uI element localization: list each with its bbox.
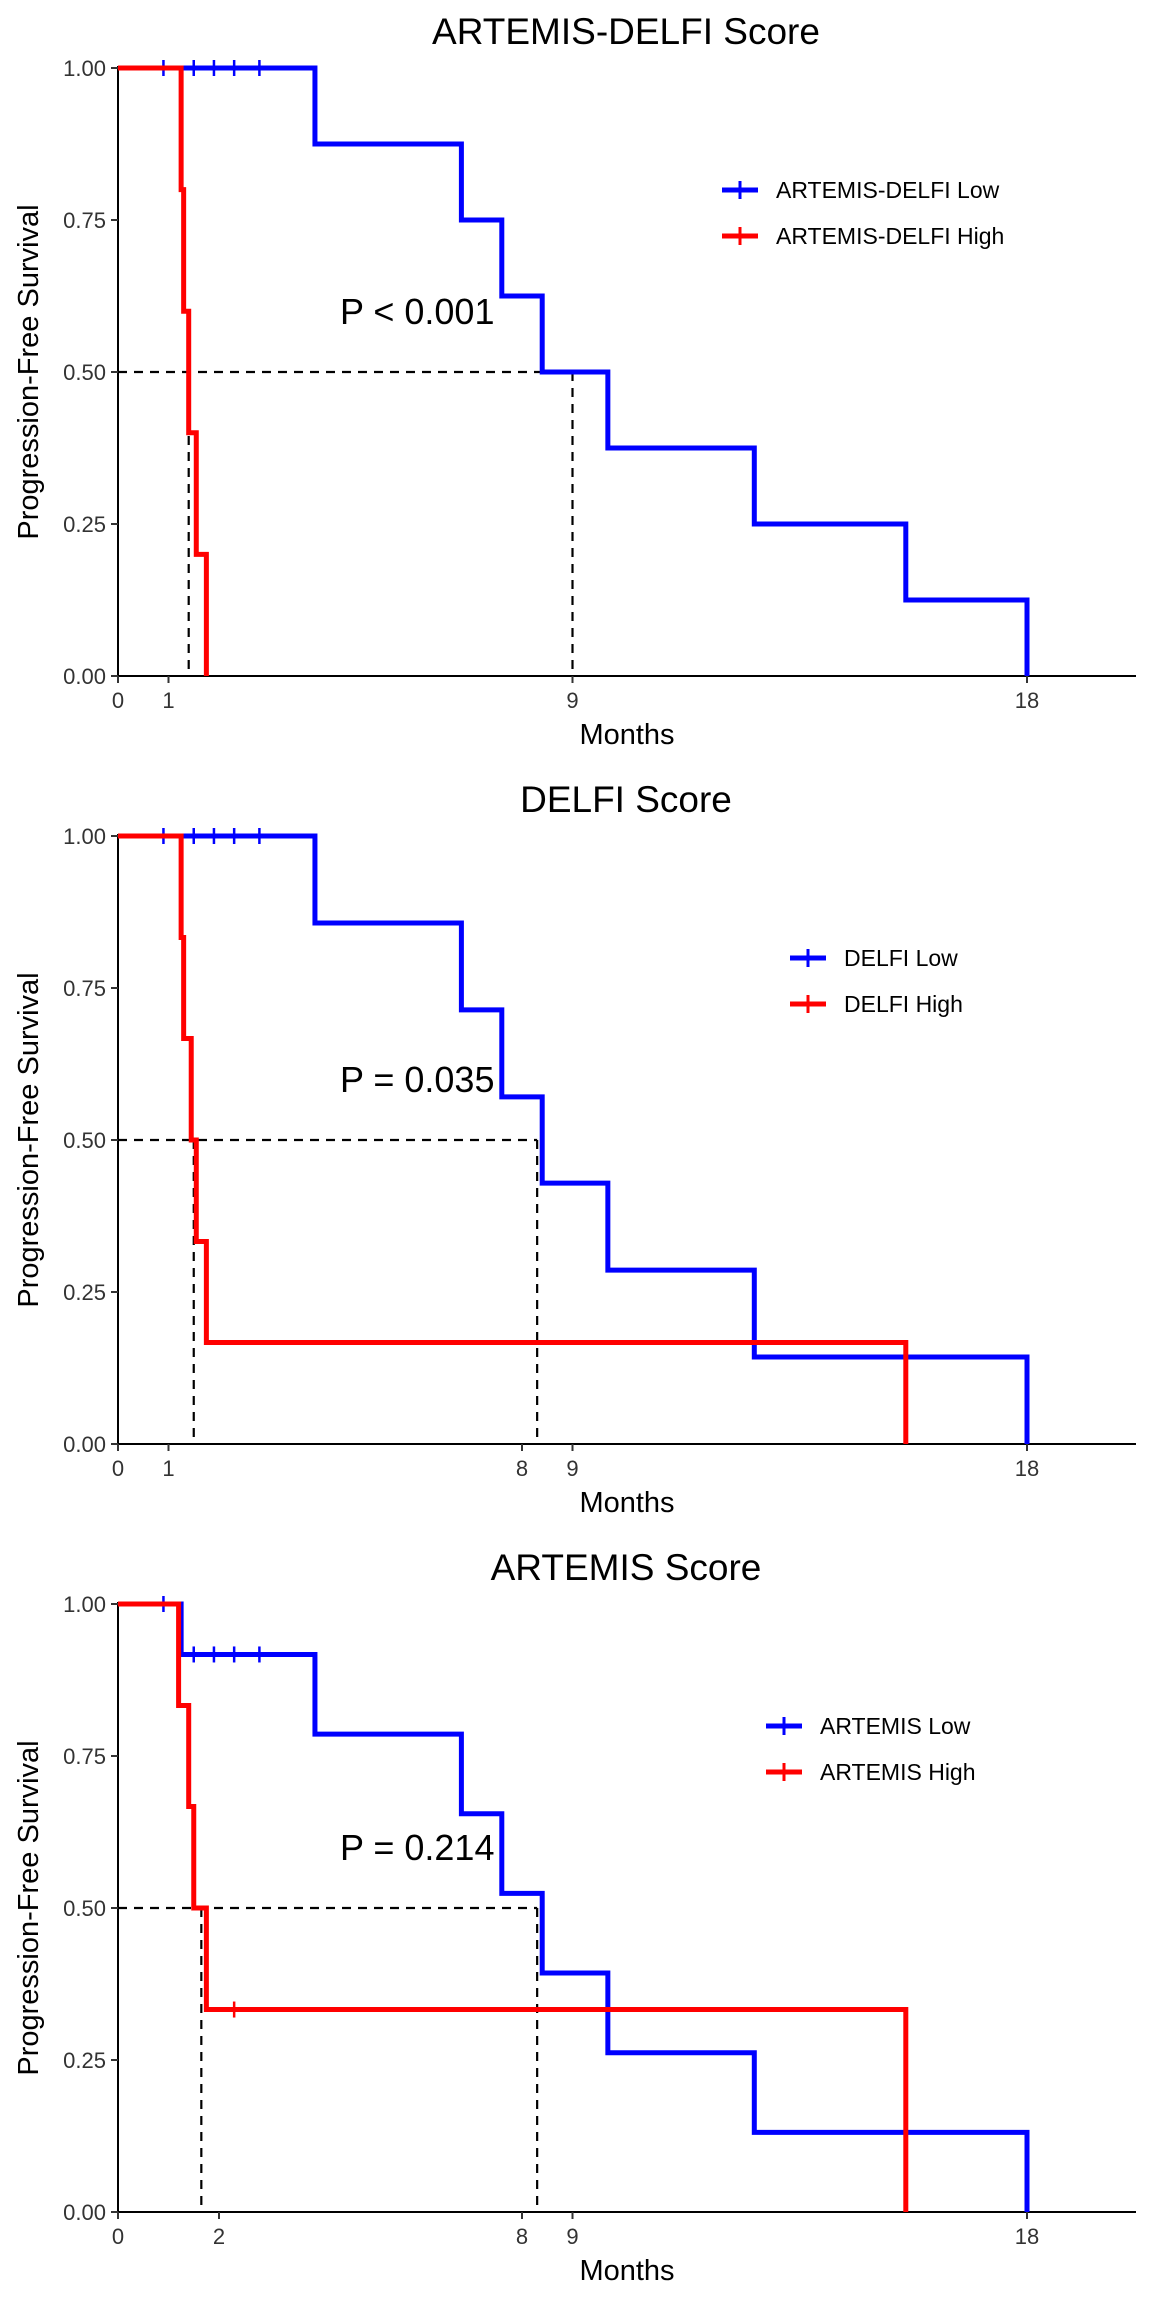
- p-value-annotation: P = 0.035: [340, 1059, 494, 1100]
- chart-title: ARTEMIS Score: [491, 1547, 762, 1588]
- x-tick-label: 0: [112, 1456, 124, 1481]
- y-tick-label: 1.00: [63, 1592, 106, 1617]
- legend-label: DELFI Low: [844, 945, 958, 971]
- y-axis-title: Progression-Free Survival: [13, 972, 45, 1307]
- x-tick-label: 18: [1015, 1456, 1039, 1481]
- legend-item-low: DELFI Low: [790, 945, 958, 971]
- high-group-survival-curve: [118, 833, 909, 1444]
- x-tick-label: 1: [162, 688, 174, 713]
- x-tick-label: 9: [566, 1456, 578, 1481]
- p-value-annotation: P < 0.001: [340, 291, 494, 332]
- high-group-survival-curve: [118, 65, 209, 676]
- y-axis-title: Progression-Free Survival: [13, 1740, 45, 2075]
- x-tick-label: 1: [162, 1456, 174, 1481]
- y-tick-label: 0.25: [63, 2048, 106, 2073]
- y-tick-label: 0.75: [63, 208, 106, 233]
- legend-label: ARTEMIS High: [820, 1759, 976, 1785]
- x-tick-label: 0: [112, 688, 124, 713]
- x-tick-label: 18: [1015, 2224, 1039, 2249]
- y-axis-title: Progression-Free Survival: [13, 204, 45, 539]
- legend-item-high: ARTEMIS-DELFI High: [722, 223, 1004, 249]
- legend-item-low: ARTEMIS Low: [766, 1713, 971, 1739]
- y-tick-label: 0.50: [63, 1896, 106, 1921]
- y-tick-label: 0.00: [63, 664, 106, 689]
- y-tick-label: 0.00: [63, 2200, 106, 2225]
- legend-label: ARTEMIS Low: [820, 1713, 971, 1739]
- low-group-survival-curve: [118, 833, 1030, 1444]
- chart-panel-1: ARTEMIS-DELFI Score 0.00 0.25 0.50 0.75 1.00 0…: [13, 11, 1136, 751]
- legend-label: DELFI High: [844, 991, 963, 1017]
- x-tick-label: 8: [516, 1456, 528, 1481]
- legend-item-high: DELFI High: [790, 991, 963, 1017]
- high-group-survival-curve: [118, 1601, 909, 2212]
- x-axis-title: Months: [579, 1487, 674, 1519]
- chart-title: DELFI Score: [520, 779, 732, 820]
- y-tick-label: 0.75: [63, 1744, 106, 1769]
- legend-item-low: ARTEMIS-DELFI Low: [722, 177, 1000, 203]
- y-tick-label: 0.25: [63, 1280, 106, 1305]
- chart-panel-3: ARTEMIS Score 0.00 0.25 0.50 0.75 1.00 0 2 8 9 18 M…: [13, 1547, 1136, 2287]
- p-value-annotation: P = 0.214: [340, 1827, 494, 1868]
- x-tick-label: 8: [516, 2224, 528, 2249]
- y-tick-label: 0.00: [63, 1432, 106, 1457]
- y-tick-label: 1.00: [63, 824, 106, 849]
- legend-label: ARTEMIS-DELFI High: [776, 223, 1004, 249]
- y-tick-label: 0.75: [63, 976, 106, 1001]
- x-tick-label: 2: [213, 2224, 225, 2249]
- y-tick-label: 0.50: [63, 1128, 106, 1153]
- legend-item-high: ARTEMIS High: [766, 1759, 976, 1785]
- chart-title: ARTEMIS-DELFI Score: [432, 11, 820, 52]
- x-axis-title: Months: [579, 719, 674, 751]
- x-tick-label: 0: [112, 2224, 124, 2249]
- y-tick-label: 1.00: [63, 56, 106, 81]
- legend-label: ARTEMIS-DELFI Low: [776, 177, 1000, 203]
- low-group-survival-curve: [118, 65, 1030, 676]
- y-tick-label: 0.25: [63, 512, 106, 537]
- x-tick-label: 9: [566, 688, 578, 713]
- low-group-survival-curve: [118, 1601, 1030, 2212]
- y-tick-label: 0.50: [63, 360, 106, 385]
- x-tick-label: 9: [566, 2224, 578, 2249]
- x-tick-label: 18: [1015, 688, 1039, 713]
- x-axis-title: Months: [579, 2255, 674, 2287]
